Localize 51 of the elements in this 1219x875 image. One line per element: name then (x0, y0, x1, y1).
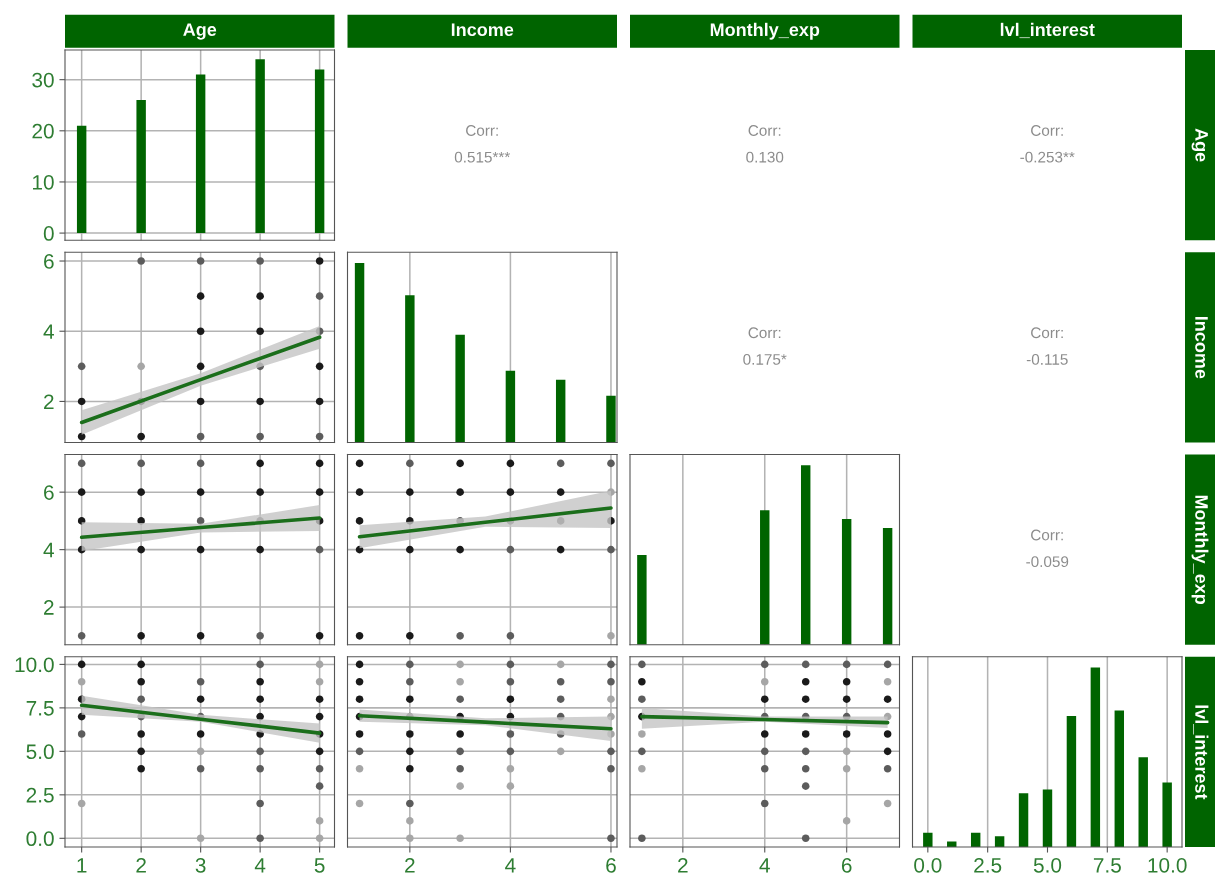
text: Income (451, 23, 514, 37)
y-tick-label: 30 (32, 72, 54, 88)
x-tick-label: 4 (505, 858, 516, 873)
text: 0.175* (743, 353, 787, 365)
y-tick-label: 10.0 (15, 657, 54, 673)
text: -0.115 (1026, 353, 1068, 365)
x-tick-label: 10.0 (1148, 857, 1187, 873)
y-tick-label: 20 (32, 123, 54, 139)
y-tick-label: 6 (44, 485, 54, 500)
y-tick-label: 2.5 (26, 787, 54, 803)
x-tick-label: 1 (77, 858, 87, 873)
x-tick-label: 5 (314, 858, 325, 873)
text: lvl_interest (1000, 22, 1095, 39)
text: -0.059 (1026, 556, 1069, 568)
x-tick-label: 4 (759, 858, 770, 873)
y-tick-label: 10 (33, 174, 54, 190)
text: 0.515*** (454, 151, 511, 163)
x-tick-label: 5.0 (1033, 857, 1062, 873)
text: Corr: (1031, 529, 1063, 541)
text: -0.253** (1020, 151, 1075, 163)
x-tick-label: 2.5 (974, 857, 1002, 873)
y-tick-label: 5.0 (26, 744, 54, 760)
x-tick-label: 3 (195, 857, 206, 873)
x-tick-label: 6 (606, 857, 616, 873)
y-tick-label: 0 (43, 226, 54, 241)
text: Corr: (466, 125, 498, 136)
x-tick-label: 2 (136, 857, 146, 873)
y-axis-title: lvl_interest (1193, 705, 1209, 800)
x-tick-label: 7.5 (1093, 858, 1121, 873)
x-tick-label: 2 (405, 857, 415, 873)
text: Corr: (748, 125, 781, 136)
chart-title: Age (183, 23, 217, 40)
text: Corr: (1031, 125, 1063, 136)
x-tick-label: 2 (678, 857, 688, 873)
y-tick-label: 0.0 (26, 831, 54, 847)
x-tick-label: 4 (254, 858, 266, 873)
y-tick-label: 7.5 (26, 701, 54, 716)
text: 0.130 (746, 151, 784, 163)
y-tick-label: 6 (44, 254, 54, 269)
text: Income (1195, 316, 1208, 379)
x-tick-label: 0.0 (914, 857, 942, 873)
y-tick-label: 2 (44, 600, 54, 615)
text: Monthly_exp (1191, 495, 1209, 605)
text: Corr: (748, 327, 781, 339)
y-tick-label: 2 (44, 394, 54, 409)
x-tick-label: 6 (841, 857, 852, 873)
y-tick-label: 4 (43, 324, 54, 339)
text: Corr: (1031, 327, 1063, 339)
text: Age (1191, 128, 1208, 162)
y-tick-label: 4 (43, 542, 54, 558)
text: Monthly_exp (710, 22, 820, 40)
